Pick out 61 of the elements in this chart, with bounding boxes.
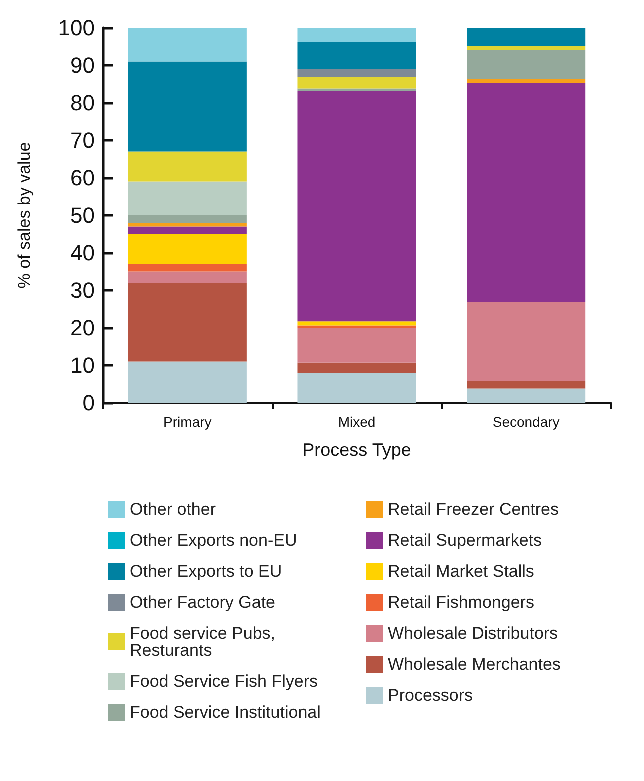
x-tick-label: Secondary	[492, 414, 560, 430]
y-tick-label: 80	[70, 90, 95, 116]
bar	[298, 373, 416, 403]
y-tick-label: 60	[70, 166, 95, 190]
bar	[298, 328, 416, 363]
bar	[128, 272, 247, 283]
bar	[128, 264, 247, 272]
y-tick-label: 0	[82, 390, 95, 416]
bar	[128, 182, 247, 216]
legend-label: Retail Fishmongers	[388, 593, 534, 612]
legend-label: Other other	[130, 500, 216, 519]
legend-label: Retail Freezer Centres	[388, 500, 560, 519]
y-tick-label: 70	[70, 128, 95, 153]
y-tick-label: 100	[58, 16, 95, 40]
y-tick-label: 90	[70, 53, 95, 78]
x-axis-title: Process Type	[302, 440, 412, 460]
y-tick-label: 20	[70, 316, 95, 340]
legend-label: Other Exports to EU	[130, 562, 282, 581]
bar	[467, 46, 586, 50]
bar	[467, 302, 586, 382]
bar	[298, 88, 416, 92]
legend-label: Other Factory Gate	[130, 593, 276, 612]
bar	[467, 79, 586, 84]
bar	[128, 28, 247, 62]
x-tick-label: Mixed	[338, 414, 376, 430]
bar	[128, 62, 247, 152]
bar	[467, 83, 586, 302]
y-tick-label: 50	[70, 203, 95, 228]
bar	[467, 388, 586, 403]
bar	[128, 216, 247, 223]
legend-label: Wholesale Merchantes	[388, 655, 561, 674]
y-tick-label: 40	[70, 240, 95, 266]
legend-label: Processors	[388, 686, 474, 705]
legend-label: Food service Pubs, Resturants	[130, 624, 280, 660]
bar	[298, 322, 416, 326]
legend-label: Wholesale Distributors	[388, 624, 558, 643]
y-axis-title: % of sales by value	[15, 142, 34, 289]
bar	[298, 326, 416, 328]
legend-label: Food Service Fish Flyers	[130, 672, 318, 691]
bar	[298, 69, 416, 78]
legend-label: Food Service Institutional	[130, 703, 321, 722]
bar	[128, 226, 247, 234]
bar	[128, 223, 247, 227]
y-tick-label: 30	[70, 278, 95, 303]
bar	[298, 362, 416, 373]
bar	[128, 362, 247, 403]
legend-label: Other Exports non-EU	[130, 531, 298, 550]
bar	[298, 28, 416, 42]
bar	[128, 283, 247, 362]
legend-label: Retail Supermarkets	[388, 531, 542, 550]
y-tick-label: 10	[70, 353, 95, 378]
bar	[128, 234, 247, 264]
bar	[298, 42, 416, 70]
bar	[467, 28, 586, 46]
bar	[298, 77, 416, 89]
bar	[467, 50, 586, 80]
bar	[128, 152, 247, 182]
bar	[467, 381, 586, 389]
bar	[298, 91, 416, 322]
x-tick-label: Primary	[164, 414, 212, 430]
legend-label: Retail Market Stalls	[388, 562, 534, 581]
